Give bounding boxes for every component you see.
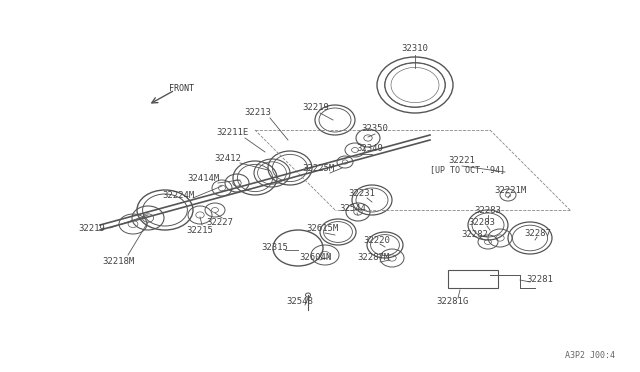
Text: 32548: 32548 [287,298,314,307]
Text: FRONT: FRONT [170,83,195,93]
Text: 32283: 32283 [468,218,495,227]
Text: 32604N: 32604N [299,253,331,263]
Text: A3P2 J00:4: A3P2 J00:4 [565,350,615,359]
Text: 32281G: 32281G [436,298,468,307]
Text: 32231: 32231 [349,189,376,198]
Text: 32544: 32544 [340,203,367,212]
Text: 32615M: 32615M [306,224,338,232]
Text: 32220: 32220 [364,235,390,244]
Text: 32282: 32282 [461,230,488,238]
Text: 32227: 32227 [207,218,234,227]
Text: 32283: 32283 [475,205,501,215]
Text: 32414M: 32414M [187,173,219,183]
Text: 32310: 32310 [401,44,428,52]
Text: 32224M: 32224M [162,190,194,199]
Text: 32218M: 32218M [102,257,134,266]
Text: 32350: 32350 [362,124,388,132]
Text: 32221: 32221 [449,155,476,164]
Text: 32281: 32281 [527,276,554,285]
Text: 32219: 32219 [303,103,330,112]
Text: 32287M: 32287M [357,253,389,263]
Text: 32219: 32219 [79,224,106,232]
Text: 32211E: 32211E [216,128,248,137]
Text: 32225M: 32225M [302,164,334,173]
Text: 32287: 32287 [525,228,552,237]
Text: 32349: 32349 [356,144,383,153]
Text: [UP TO OCT.'94]: [UP TO OCT.'94] [431,166,506,174]
Text: 32412: 32412 [214,154,241,163]
Text: 32213: 32213 [244,108,271,116]
Text: 32221M: 32221M [494,186,526,195]
Text: 32315: 32315 [262,244,289,253]
Text: 32215: 32215 [187,225,213,234]
